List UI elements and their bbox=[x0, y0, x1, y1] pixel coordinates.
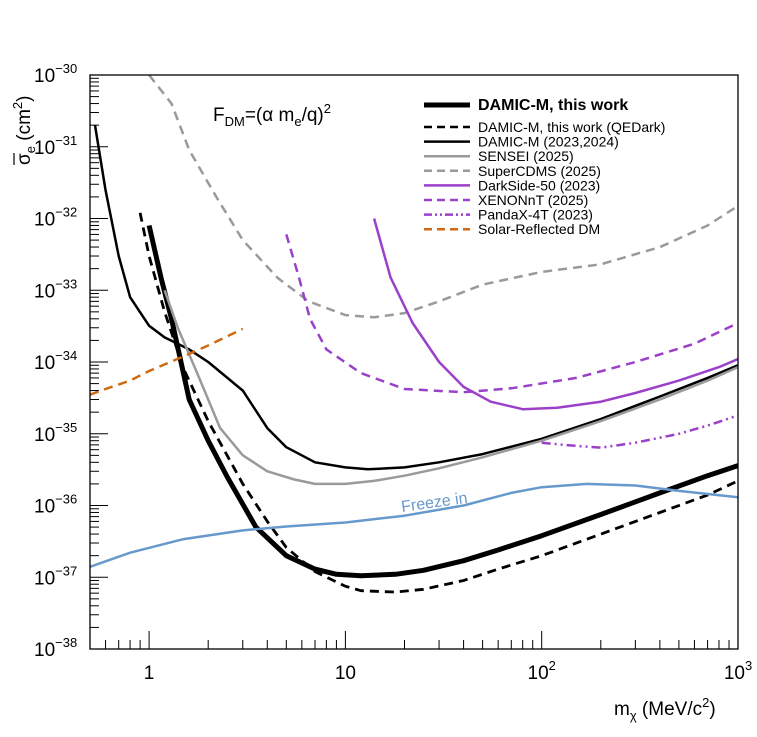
series-line-freeze-in bbox=[90, 482, 738, 568]
series-line-damic-m-2023-2024 bbox=[93, 124, 738, 471]
y-axis-title: σe (cm2) bbox=[10, 96, 38, 165]
legend-label-sensei-2025: SENSEI (2025) bbox=[478, 148, 574, 164]
legend-label-solar-reflected-dm: Solar-Reflected DM bbox=[478, 221, 600, 237]
y-tick-label: 10−32 bbox=[34, 205, 77, 231]
legend-label-supercdms-2025: SuperCDMS (2025) bbox=[478, 163, 601, 179]
y-tick-label: 10−36 bbox=[34, 492, 77, 518]
x-axis-title: mχ (MeV/c2) bbox=[614, 695, 716, 723]
legend-label-pandax-4t-2023: PandaX-4T (2023) bbox=[478, 207, 593, 223]
series-line-solar-reflected-dm bbox=[90, 327, 244, 396]
x-tick-label: 102 bbox=[528, 658, 556, 684]
y-tick-label: 10−31 bbox=[34, 133, 77, 159]
series-line-damic-m-this-work-qedark bbox=[138, 212, 738, 594]
series-line-xenonnt-2025 bbox=[285, 234, 738, 394]
tick-labels-layer: 1 10 102 103 10−30 10−31 10−32 10−33 10−34 10−35 1… bbox=[34, 61, 752, 684]
form-factor-annotation: FDM=(α me/q)2 bbox=[213, 101, 331, 129]
series-line-sensei-2025 bbox=[163, 289, 738, 486]
series-line-damic-m-this-work bbox=[146, 224, 738, 579]
x-tick-label: 1 bbox=[144, 663, 155, 684]
legend-label-damic-m-this-work-qedark: DAMIC-M, this work (QEDark) bbox=[478, 119, 665, 135]
legend-label-xenonnt-2025: XENONnT (2025) bbox=[478, 192, 588, 208]
x-tick-label: 10 bbox=[335, 663, 356, 684]
y-tick-label: 10−33 bbox=[34, 276, 77, 302]
series-line-supercdms-2025 bbox=[148, 75, 738, 319]
ticks-layer bbox=[89, 74, 739, 650]
y-tick-label: 10−30 bbox=[34, 61, 77, 87]
y-tick-label: 10−34 bbox=[34, 348, 77, 374]
y-tick-label: 10−35 bbox=[34, 420, 77, 446]
series-line-darkside-50-2023 bbox=[372, 218, 738, 411]
legend-label-damic-m-2023-2024: DAMIC-M (2023,2024) bbox=[478, 134, 619, 150]
y-tick-label: 10−37 bbox=[34, 563, 77, 589]
svg-text:σe (cm2): σe (cm2) bbox=[10, 96, 38, 165]
series-line-pandax-4t-2023 bbox=[541, 414, 738, 449]
legend: DAMIC-M, this work DAMIC-M, this work (QE… bbox=[424, 97, 665, 237]
legend-label-damic-m-this-work: DAMIC-M, this work bbox=[478, 97, 628, 114]
x-tick-label: 103 bbox=[724, 658, 752, 684]
legend-label-darkside-50-2023: DarkSide-50 (2023) bbox=[478, 177, 600, 193]
series-layer bbox=[90, 75, 738, 594]
y-tick-label: 10−38 bbox=[34, 635, 77, 661]
